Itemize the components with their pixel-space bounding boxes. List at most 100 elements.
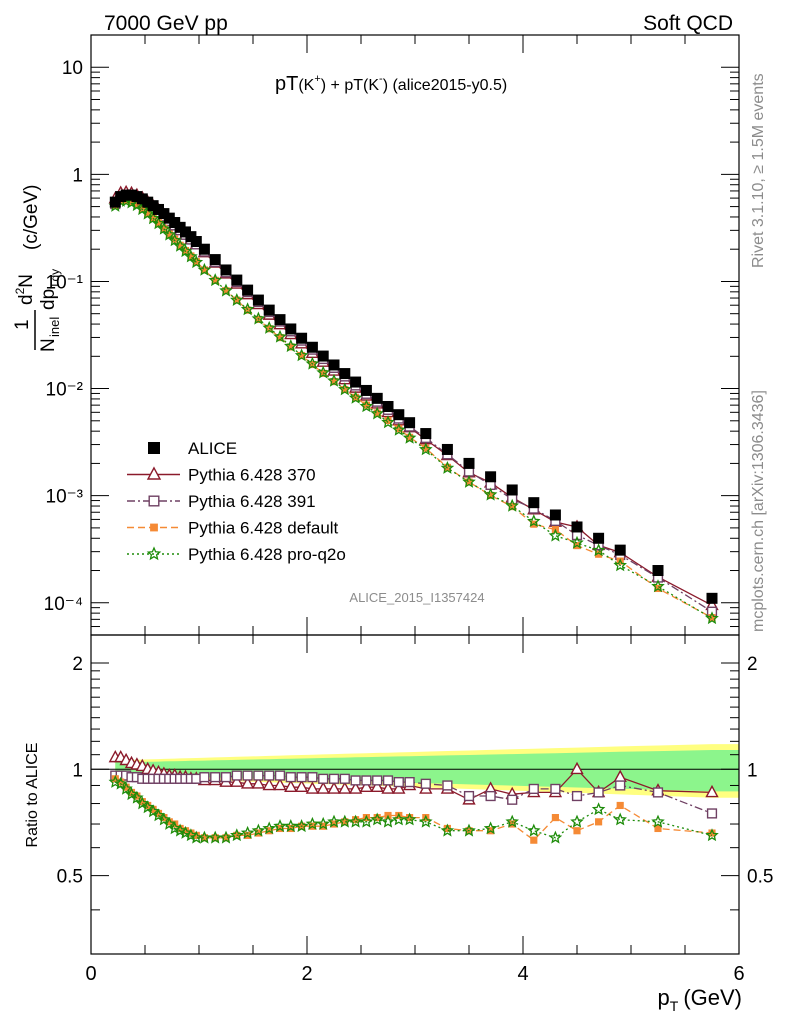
point-ratio-proq2o bbox=[273, 819, 287, 833]
point-alice bbox=[242, 284, 254, 296]
point-ratio-default bbox=[211, 834, 219, 842]
x-tick-label: 6 bbox=[733, 963, 744, 985]
point-ratio-default bbox=[616, 801, 624, 810]
point-ratio-p391 bbox=[350, 775, 361, 786]
point-ratio-proq2o bbox=[505, 814, 519, 828]
point-ratio-p391 bbox=[706, 808, 718, 819]
point-ratio-proq2o bbox=[370, 812, 384, 826]
point-main-proq2o bbox=[273, 329, 287, 343]
point-ratio-p370 bbox=[359, 779, 374, 793]
point-main-proq2o bbox=[219, 283, 233, 297]
ratio-tick-label-left: 2 bbox=[72, 654, 83, 675]
title-minus-sup: - bbox=[379, 73, 383, 85]
ratio-y-label: Ratio to ALICE bbox=[24, 743, 41, 848]
point-ratio-proq2o bbox=[348, 814, 363, 828]
point-main-default bbox=[373, 409, 381, 417]
point-main-default bbox=[171, 235, 179, 243]
point-main-default bbox=[222, 287, 230, 295]
point-main-proq2o bbox=[391, 422, 406, 436]
point-ratio-p391 bbox=[264, 770, 275, 781]
point-ratio-proq2o bbox=[327, 814, 341, 828]
plot-title: pT(K+) + pT(K-) (alice2015-y0.5) bbox=[275, 73, 507, 95]
point-ratio-proq2o bbox=[184, 828, 198, 842]
point-main-default bbox=[287, 343, 295, 351]
legend-marker bbox=[148, 495, 160, 507]
point-ratio-p370 bbox=[705, 784, 719, 798]
point-main-default bbox=[244, 306, 252, 314]
title-mid: ) + pT(K bbox=[321, 77, 380, 94]
point-main-proq2o bbox=[570, 535, 584, 549]
point-ratio-default bbox=[573, 827, 581, 835]
point-ratio-p391 bbox=[274, 770, 286, 781]
x-axis-unit: (GeV) bbox=[683, 985, 742, 1010]
point-main-default bbox=[595, 550, 603, 558]
legend-label: Pythia 6.428 default bbox=[188, 519, 339, 538]
point-alice bbox=[306, 341, 318, 353]
point-alice bbox=[485, 471, 497, 483]
y-tick-label: 10⁻² bbox=[46, 380, 84, 401]
point-ratio-proq2o bbox=[167, 821, 182, 835]
point-alice bbox=[404, 417, 416, 429]
point-ratio-p391 bbox=[210, 772, 221, 783]
uncertainty-bands bbox=[115, 744, 740, 798]
point-main-proq2o bbox=[262, 320, 276, 334]
point-ratio-proq2o bbox=[570, 814, 584, 828]
point-ratio-proq2o bbox=[284, 819, 298, 833]
legend-marker bbox=[148, 442, 160, 454]
y-tick-label: 10⁻⁴ bbox=[44, 594, 83, 615]
ratio-tick-label-right: 0.5 bbox=[747, 867, 773, 888]
ratio-tick-label-left: 1 bbox=[72, 760, 83, 781]
point-main-default bbox=[165, 230, 173, 238]
x-tick-label: 0 bbox=[85, 963, 96, 985]
point-ratio-p391 bbox=[318, 773, 329, 784]
point-main-proq2o bbox=[370, 406, 384, 420]
point-ratio-p391 bbox=[361, 775, 372, 786]
point-ratio-p391 bbox=[393, 776, 404, 788]
point-ratio-default bbox=[373, 814, 381, 822]
point-main-default bbox=[384, 416, 392, 425]
point-ratio-proq2o bbox=[251, 823, 266, 837]
point-ratio-p370 bbox=[230, 774, 244, 787]
legend-label: Pythia 6.428 pro-q2o bbox=[188, 545, 346, 564]
point-main-default bbox=[508, 502, 516, 511]
point-ratio-p391 bbox=[571, 790, 583, 802]
x-axis-p: p bbox=[658, 985, 670, 1010]
point-ratio-proq2o bbox=[462, 823, 476, 837]
y-tick-label: 1 bbox=[72, 165, 83, 186]
point-alice bbox=[652, 565, 664, 577]
point-ratio-default bbox=[443, 824, 451, 833]
title-tail: ) (alice2015-y0.5) bbox=[383, 77, 508, 94]
point-ratio-p391 bbox=[328, 773, 340, 784]
point-main-proq2o bbox=[294, 348, 309, 362]
point-main-default bbox=[276, 333, 284, 342]
point-ratio-proq2o bbox=[527, 823, 541, 837]
point-ratio-default bbox=[144, 801, 152, 810]
title-plus-sup: + bbox=[314, 73, 320, 85]
point-main-proq2o bbox=[338, 382, 352, 396]
ratio-tick-label-right: 1 bbox=[747, 760, 758, 781]
point-ratio-default bbox=[149, 805, 157, 813]
point-ratio-default bbox=[187, 829, 195, 837]
point-ratio-p370 bbox=[240, 776, 255, 789]
point-ratio-default bbox=[154, 809, 163, 818]
point-ratio-proq2o bbox=[113, 776, 128, 790]
x-tick-label: 4 bbox=[517, 963, 528, 985]
point-ratio-default bbox=[176, 824, 184, 833]
point-ratio-default bbox=[352, 816, 360, 824]
point-ratio-p370 bbox=[284, 779, 298, 793]
series-layer bbox=[108, 184, 719, 844]
point-alice bbox=[571, 521, 583, 533]
point-ratio-p391 bbox=[550, 783, 561, 795]
point-ratio-p370 bbox=[570, 761, 584, 775]
point-ratio-p391 bbox=[199, 772, 210, 783]
point-ratio-proq2o bbox=[130, 790, 144, 804]
point-main-default bbox=[233, 296, 241, 304]
point-main-default bbox=[341, 385, 349, 394]
ratio-tick-label-left: 0.5 bbox=[57, 867, 83, 888]
point-ratio-default bbox=[111, 775, 119, 783]
point-ratio-p370 bbox=[381, 781, 395, 794]
point-alice bbox=[274, 314, 286, 326]
point-ratio-default bbox=[117, 778, 125, 786]
curve-ratio-default bbox=[114, 778, 713, 842]
point-main-default bbox=[465, 478, 473, 486]
